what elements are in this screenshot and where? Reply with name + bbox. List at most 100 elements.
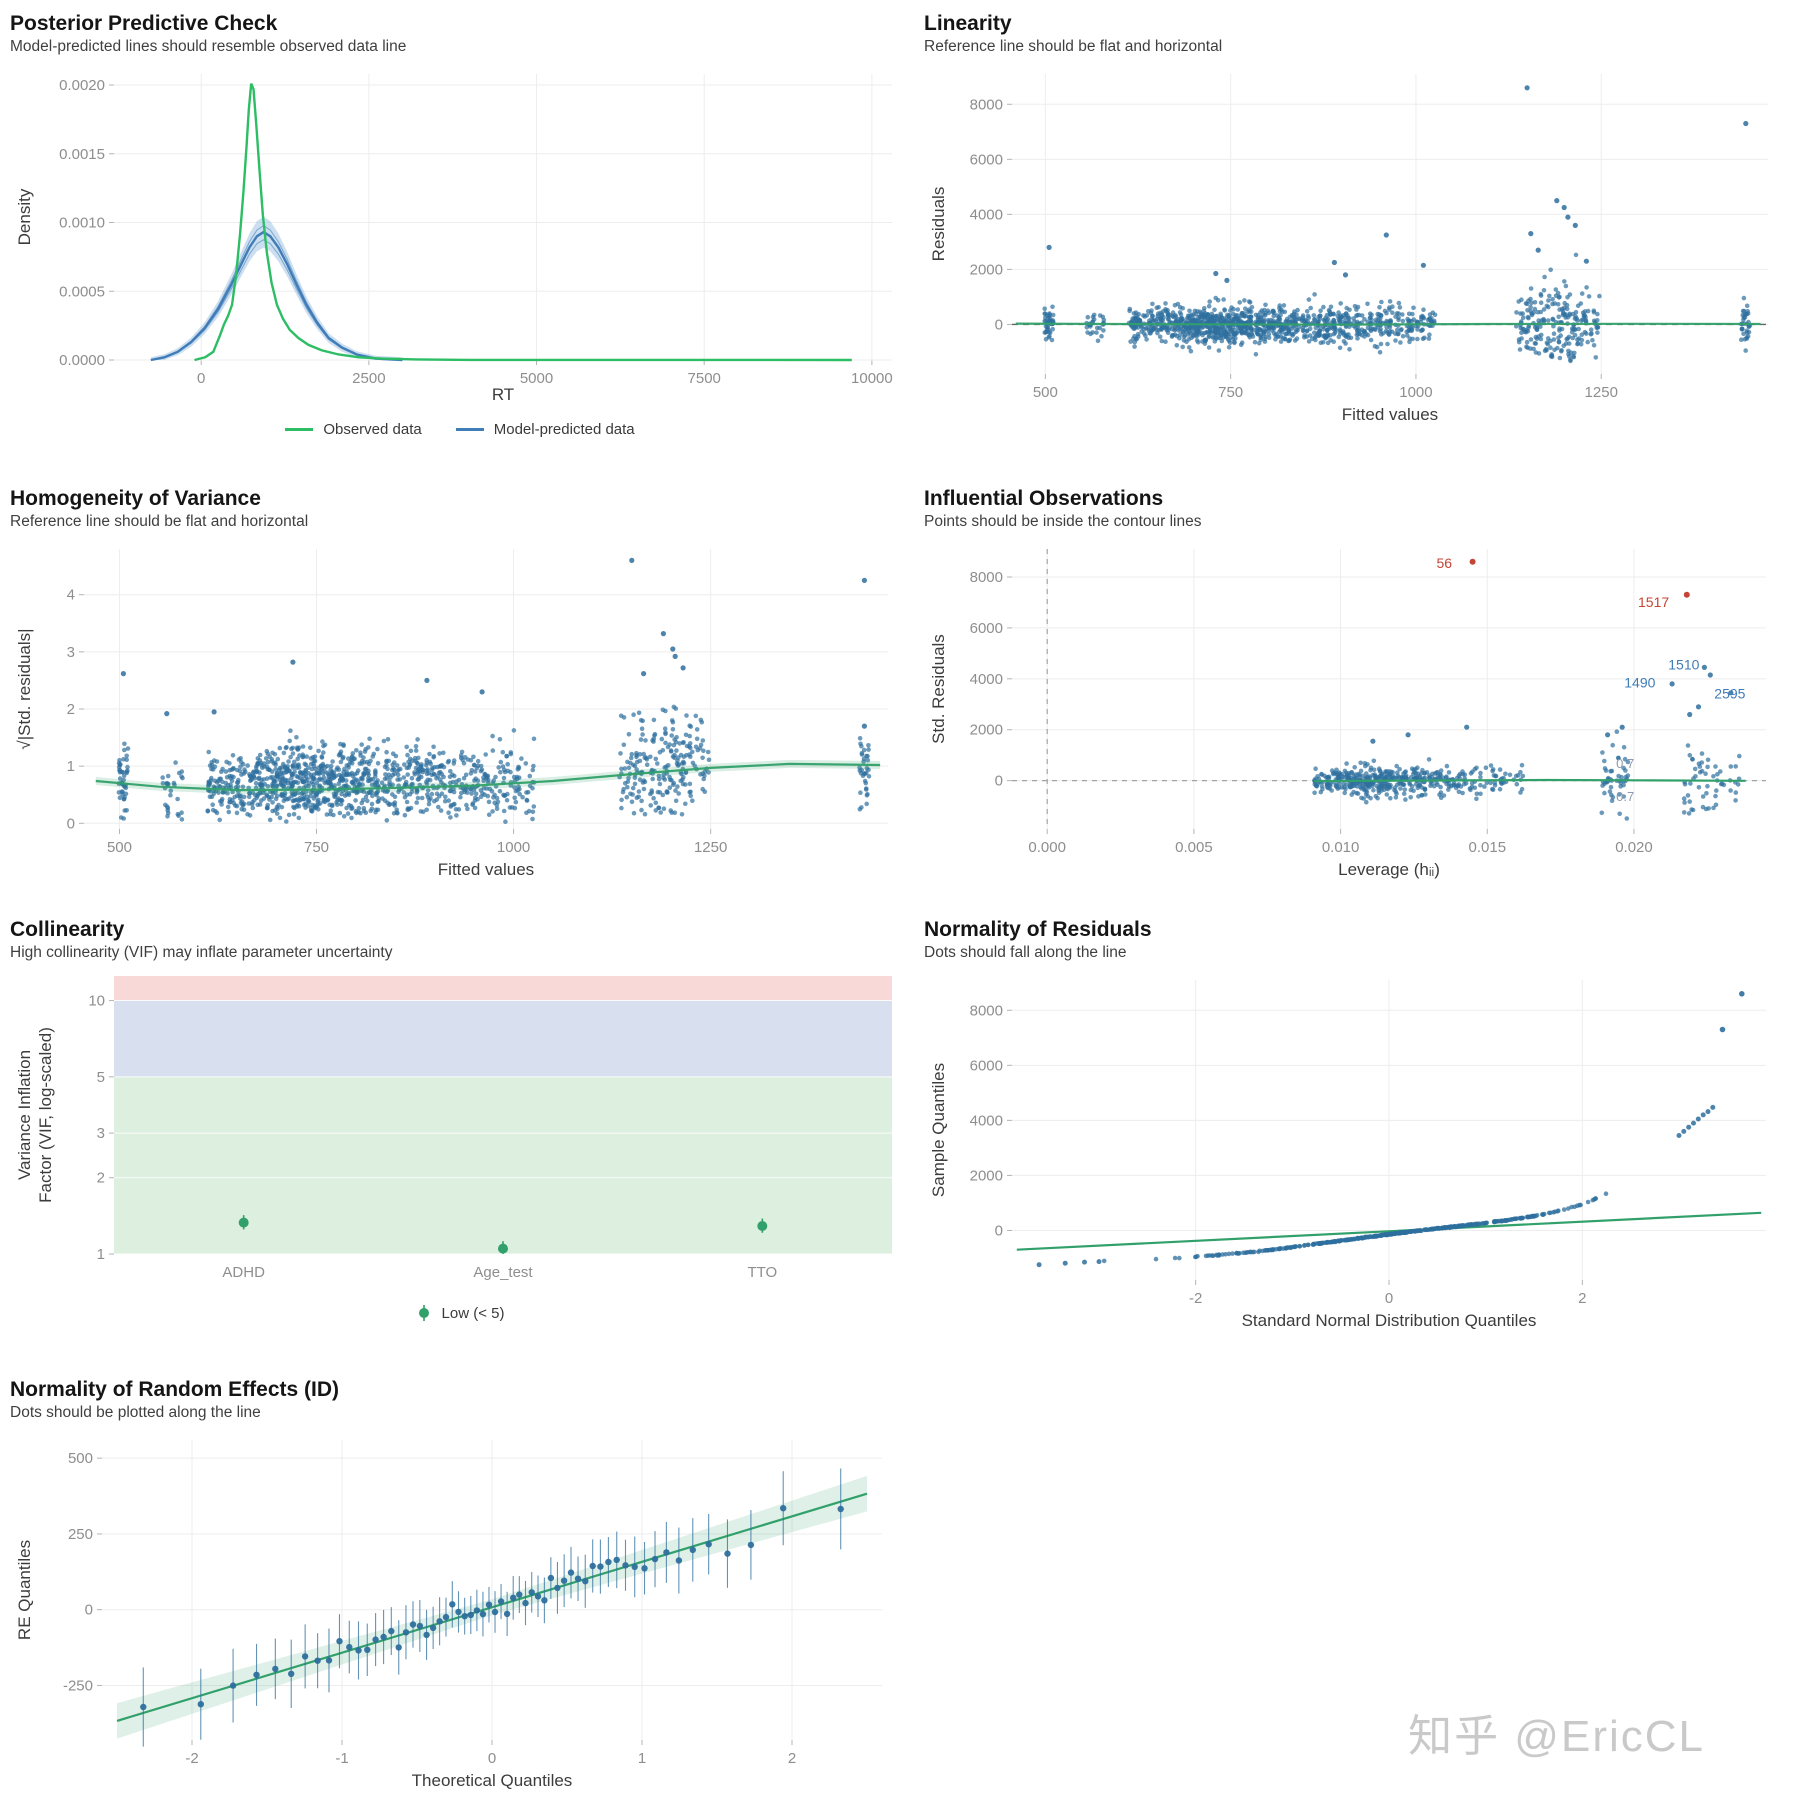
svg-text:Fitted values: Fitted values [1342, 405, 1438, 424]
svg-text:TTO: TTO [747, 1264, 777, 1281]
panel-subtitle: High collinearity (VIF) may inflate para… [10, 944, 393, 962]
collinearity-legend: Low (< 5) [10, 1300, 910, 1326]
svg-text:1250: 1250 [694, 839, 727, 856]
panel-normality-of-residuals: Normality of Residuals Dots should fall … [924, 918, 1790, 1338]
svg-text:0.7: 0.7 [1616, 756, 1634, 771]
svg-text:0.015: 0.015 [1469, 839, 1507, 856]
panel-posterior-predictive-check: Posterior Predictive Check Model-predict… [10, 12, 910, 442]
panel-normality-of-random-effects: Normality of Random Effects (ID) Dots sh… [10, 1378, 910, 1798]
svg-text:500: 500 [68, 1450, 93, 1467]
svg-text:6000: 6000 [970, 620, 1003, 637]
svg-text:0.0005: 0.0005 [59, 283, 105, 300]
svg-text:Age_test: Age_test [473, 1264, 533, 1281]
legend-low-vif-label: Low (< 5) [441, 1304, 505, 1322]
panel-influential-observations: Influential Observations Points should b… [924, 487, 1790, 887]
panel-subtitle: Reference line should be flat and horizo… [924, 38, 1223, 56]
svg-text:750: 750 [304, 839, 329, 856]
svg-text:2: 2 [67, 701, 75, 718]
panel-title: Normality of Residuals [924, 918, 1152, 941]
svg-text:0.0020: 0.0020 [59, 77, 105, 94]
svg-text:0.000: 0.000 [1028, 839, 1066, 856]
svg-text:0: 0 [995, 1223, 1003, 1240]
svg-text:1510: 1510 [1668, 657, 1699, 673]
panel-subtitle: Model-predicted lines should resemble ob… [10, 38, 407, 56]
svg-text:0.0000: 0.0000 [59, 352, 105, 369]
svg-text:2500: 2500 [352, 370, 385, 387]
svg-text:Residuals: Residuals [929, 187, 948, 262]
svg-text:0.0015: 0.0015 [59, 146, 105, 163]
svg-text:2595: 2595 [1714, 686, 1745, 702]
panel-subtitle: Dots should fall along the line [924, 944, 1127, 962]
svg-text:0: 0 [995, 317, 1003, 334]
svg-text:Std. Residuals: Std. Residuals [929, 634, 948, 744]
svg-text:1: 1 [638, 1750, 646, 1767]
panel-title: Linearity [924, 12, 1012, 35]
svg-text:2: 2 [788, 1750, 796, 1767]
svg-text:2: 2 [97, 1170, 105, 1187]
svg-text:-250: -250 [63, 1678, 93, 1695]
svg-text:Theoretical Quantiles: Theoretical Quantiles [412, 1771, 573, 1790]
svg-text:2000: 2000 [970, 262, 1003, 279]
svg-text:8000: 8000 [970, 1002, 1003, 1019]
random-effects-qq-plot: -2 -1 0 1 2 -250 0 250 500 Theoretical Quantiles R… [15, 1440, 882, 1790]
svg-text:0: 0 [67, 815, 75, 832]
svg-text:6000: 6000 [970, 151, 1003, 168]
svg-text:2000: 2000 [970, 722, 1003, 739]
legend-observed-label: Observed data [323, 420, 422, 438]
panel-subtitle: Dots should be plotted along the line [10, 1404, 261, 1422]
svg-text:RE Quantiles: RE Quantiles [15, 1540, 34, 1640]
svg-text:2000: 2000 [970, 1168, 1003, 1185]
svg-text:0.005: 0.005 [1175, 839, 1213, 856]
panel-title: Influential Observations [924, 487, 1164, 510]
svg-text:1517: 1517 [1638, 594, 1669, 610]
svg-text:Fitted values: Fitted values [438, 860, 534, 879]
panel-homogeneity-of-variance: Homogeneity of Variance Reference line s… [10, 487, 910, 887]
low-vif-pointrange-icon [418, 1305, 429, 1322]
linearity-scatter-plot: 500 750 1000 1250 0 2000 4000 6000 8000 Fitted va… [929, 74, 1768, 424]
svg-text:10000: 10000 [851, 370, 893, 387]
svg-text:4000: 4000 [970, 671, 1003, 688]
panel-title: Collinearity [10, 918, 125, 941]
residuals-qq-plot: -2 0 2 0 2000 4000 6000 8000 Standard Normal Dis… [929, 980, 1766, 1330]
panel-linearity: Linearity Reference line should be flat … [924, 12, 1790, 432]
svg-text:4: 4 [67, 587, 75, 604]
svg-text:Standard Normal Distribution Q: Standard Normal Distribution Quantiles [1242, 1311, 1537, 1330]
svg-text:Leverage (hᵢᵢ): Leverage (hᵢᵢ) [1338, 860, 1440, 879]
svg-text:10: 10 [88, 993, 105, 1010]
panel-title: Normality of Random Effects (ID) [10, 1378, 340, 1401]
svg-text:-2: -2 [185, 1750, 198, 1767]
panel-title: Posterior Predictive Check [10, 12, 278, 35]
panel-collinearity: Collinearity High collinearity (VIF) may… [10, 918, 910, 1326]
svg-text:500: 500 [1033, 384, 1058, 401]
observed-line-swatch [285, 427, 314, 431]
svg-text:1000: 1000 [1399, 384, 1432, 401]
panel-subtitle: Points should be inside the contour line… [924, 513, 1202, 531]
ppc-legend: Observed data Model-predicted data [10, 416, 910, 442]
svg-text:1250: 1250 [1585, 384, 1618, 401]
svg-text:0.0010: 0.0010 [59, 215, 105, 232]
svg-text:8000: 8000 [970, 569, 1003, 586]
svg-text:0.010: 0.010 [1322, 839, 1360, 856]
svg-text:Sample Quantiles: Sample Quantiles [929, 1063, 948, 1197]
svg-text:5000: 5000 [520, 370, 553, 387]
svg-text:0.7: 0.7 [1616, 789, 1634, 804]
svg-text:7500: 7500 [688, 370, 721, 387]
svg-text:56: 56 [1436, 555, 1452, 571]
svg-text:1000: 1000 [497, 839, 530, 856]
svg-text:500: 500 [107, 839, 132, 856]
svg-text:3: 3 [67, 644, 75, 661]
svg-text:ADHD: ADHD [222, 1264, 265, 1281]
svg-text:5: 5 [97, 1069, 105, 1086]
svg-text:1: 1 [97, 1246, 105, 1263]
svg-text:Variance Inflation: Variance Inflation [15, 1050, 34, 1180]
svg-text:0: 0 [488, 1750, 496, 1767]
svg-text:√|Std. residuals|: √|Std. residuals| [15, 629, 34, 750]
panel-subtitle: Reference line should be flat and horizo… [10, 513, 309, 531]
ppc-density-plot: 0 2500 5000 7500 10000 0.0000 0.0005 0.0010 0.00… [15, 74, 893, 404]
svg-text:0: 0 [995, 773, 1003, 790]
svg-text:4000: 4000 [970, 1113, 1003, 1130]
collinearity-vif-plot: 1 2 3 5 10 ADHD Age_test TTO Variance Inflation F… [15, 976, 892, 1281]
svg-text:0: 0 [197, 370, 205, 387]
svg-text:8000: 8000 [970, 96, 1003, 113]
